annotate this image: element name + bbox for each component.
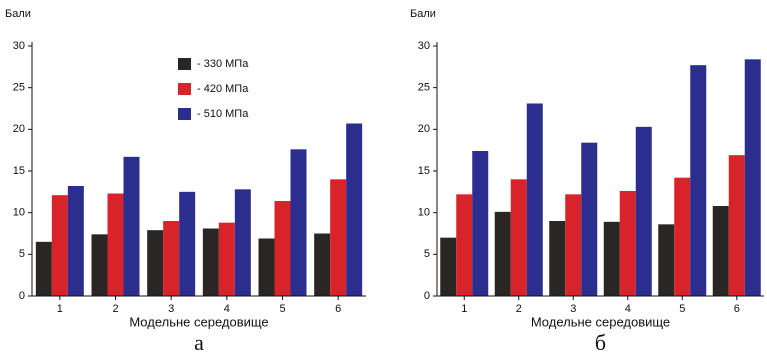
legend-swatch: [178, 108, 191, 120]
x-tick-label: 6: [734, 303, 740, 315]
x-tick-label: 1: [57, 303, 63, 315]
bar: [91, 234, 108, 296]
bar: [565, 194, 582, 296]
y-tick-label: 30: [13, 40, 25, 52]
legend-label: - 420 МПа: [197, 83, 249, 95]
x-tick-label: 4: [625, 303, 631, 315]
bar: [510, 179, 527, 296]
bar: [290, 149, 307, 296]
y-tick-label: 10: [13, 207, 25, 219]
legend-label: - 330 МПа: [197, 58, 249, 70]
bar: [330, 179, 347, 296]
legend-label: - 510 МПа: [197, 108, 249, 120]
bar: [526, 103, 543, 296]
bar: [456, 194, 473, 296]
bar: [346, 123, 363, 296]
bar: [690, 65, 707, 297]
bar: [234, 189, 251, 296]
x-tick-label: 5: [279, 303, 285, 315]
bar: [107, 193, 124, 296]
bar: [179, 191, 196, 296]
y-tick-label: 5: [19, 248, 25, 260]
bar: [581, 142, 598, 296]
y-tick-label: 20: [418, 123, 430, 135]
y-tick-label: 25: [13, 82, 25, 94]
bar: [202, 228, 219, 296]
bar: [440, 237, 457, 296]
y-tick-label: 25: [418, 82, 430, 94]
bar: [163, 221, 180, 296]
y-tick-label: 5: [424, 248, 430, 260]
x-tick-label: 4: [224, 303, 230, 315]
bar: [744, 59, 761, 297]
bar: [147, 230, 164, 296]
y-tick-label: 0: [19, 290, 25, 302]
bar: [619, 191, 636, 296]
bar: [218, 222, 235, 296]
bar: [258, 238, 275, 296]
y-tick-label: 20: [13, 123, 25, 135]
x-tick-label: 2: [516, 303, 522, 315]
y-axis-label: Бали: [5, 8, 31, 20]
bar: [603, 221, 620, 296]
x-tick-label: 3: [570, 303, 576, 315]
y-tick-label: 30: [418, 40, 430, 52]
bar: [549, 221, 566, 296]
bar: [674, 177, 691, 296]
legend-swatch: [178, 83, 191, 95]
legend-swatch: [178, 58, 191, 70]
y-axis-label: Бали: [410, 8, 436, 20]
y-tick-label: 15: [13, 165, 25, 177]
x-tick-label: 3: [168, 303, 174, 315]
x-tick-label: 6: [335, 303, 341, 315]
y-tick-label: 15: [418, 165, 430, 177]
bar: [728, 155, 745, 296]
y-tick-label: 0: [424, 290, 430, 302]
bar: [314, 233, 331, 296]
x-tick-label: 2: [112, 303, 118, 315]
x-axis-label: Модельне середовище: [531, 314, 670, 329]
bar: [274, 201, 291, 296]
bar: [35, 241, 52, 296]
caption: а: [194, 330, 204, 354]
x-tick-label: 1: [461, 303, 467, 315]
bar: [51, 195, 68, 296]
bar: [658, 224, 675, 296]
bar: [494, 211, 511, 296]
bar: [67, 186, 84, 296]
bar: [472, 151, 489, 296]
caption: б: [595, 330, 606, 354]
x-axis-label: Модельне середовище: [129, 314, 268, 329]
bar: [123, 156, 140, 296]
y-tick-label: 10: [418, 207, 430, 219]
bar: [635, 126, 652, 296]
x-tick-label: 5: [679, 303, 685, 315]
bar: [712, 206, 729, 296]
